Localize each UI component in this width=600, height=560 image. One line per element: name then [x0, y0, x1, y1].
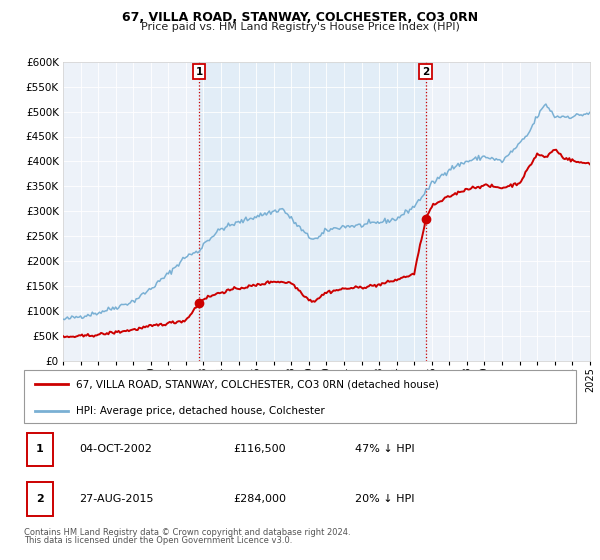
- Text: Contains HM Land Registry data © Crown copyright and database right 2024.: Contains HM Land Registry data © Crown c…: [24, 528, 350, 536]
- Text: 67, VILLA ROAD, STANWAY, COLCHESTER, CO3 0RN: 67, VILLA ROAD, STANWAY, COLCHESTER, CO3…: [122, 11, 478, 24]
- Text: This data is licensed under the Open Government Licence v3.0.: This data is licensed under the Open Gov…: [24, 536, 292, 545]
- Text: 1: 1: [36, 444, 44, 454]
- Text: 04-OCT-2002: 04-OCT-2002: [79, 444, 152, 454]
- Text: 2: 2: [36, 494, 44, 504]
- Bar: [199, 62, 425, 361]
- Text: 2: 2: [422, 67, 429, 77]
- Text: £284,000: £284,000: [234, 494, 287, 504]
- Text: 20% ↓ HPI: 20% ↓ HPI: [355, 494, 415, 504]
- Text: 47% ↓ HPI: 47% ↓ HPI: [355, 444, 415, 454]
- Text: 27-AUG-2015: 27-AUG-2015: [79, 494, 154, 504]
- Text: Price paid vs. HM Land Registry's House Price Index (HPI): Price paid vs. HM Land Registry's House …: [140, 22, 460, 32]
- Text: HPI: Average price, detached house, Colchester: HPI: Average price, detached house, Colc…: [76, 406, 325, 416]
- FancyBboxPatch shape: [27, 482, 53, 516]
- Text: 1: 1: [196, 67, 203, 77]
- Text: 67, VILLA ROAD, STANWAY, COLCHESTER, CO3 0RN (detached house): 67, VILLA ROAD, STANWAY, COLCHESTER, CO3…: [76, 380, 439, 390]
- FancyBboxPatch shape: [27, 433, 53, 466]
- Text: £116,500: £116,500: [234, 444, 286, 454]
